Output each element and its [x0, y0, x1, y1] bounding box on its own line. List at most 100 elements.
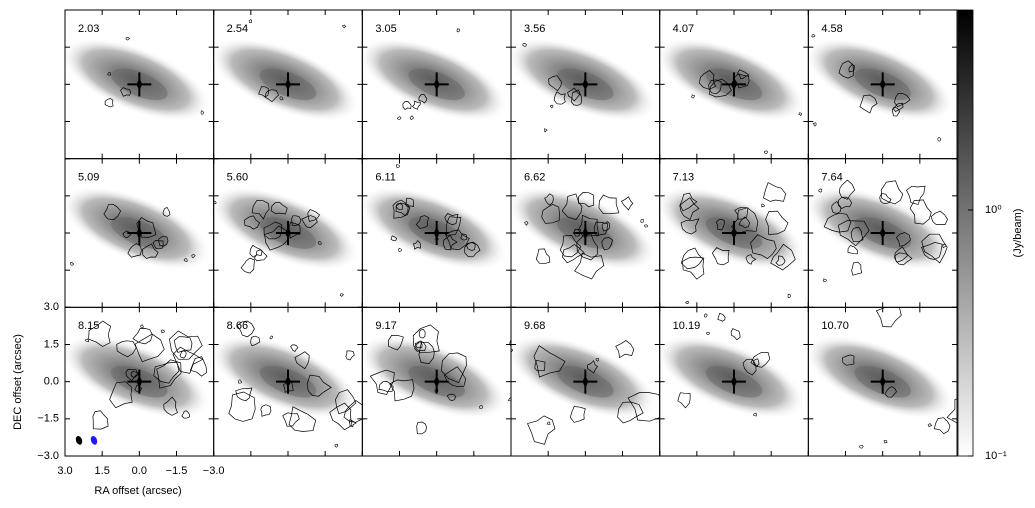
contour: [894, 93, 911, 108]
contour: [561, 193, 583, 221]
contour: [160, 329, 165, 334]
contour: [578, 192, 595, 208]
velocity-label: 6.11: [375, 172, 396, 184]
contour: [378, 381, 394, 393]
contour: [691, 94, 695, 99]
x-axis-label: RA offset (arcsec): [94, 485, 181, 497]
contour: [593, 221, 609, 237]
panel-content: [511, 334, 660, 445]
panel-content: [362, 28, 509, 122]
velocity-label: 6.62: [524, 172, 545, 184]
channel-panel: 4.07: [659, 9, 809, 160]
contour: [237, 379, 243, 384]
contour: [851, 261, 863, 276]
panel-content: [65, 37, 211, 122]
star-core: [433, 375, 440, 388]
contour: [764, 150, 768, 155]
channel-panel: 9.17: [361, 306, 512, 457]
contour: [909, 199, 932, 225]
velocity-label: 7.64: [821, 172, 842, 184]
x-tick-label: 3.0: [57, 465, 72, 477]
channel-panel: 2.03: [64, 9, 215, 160]
contour: [125, 37, 130, 41]
y-axis-label: DEC offset (arcsec): [12, 334, 24, 430]
contour: [466, 242, 476, 251]
contour: [730, 328, 741, 341]
contour: [831, 200, 842, 214]
contour: [130, 370, 140, 378]
contour: [270, 201, 288, 215]
contour: [677, 392, 691, 409]
contour: [125, 368, 138, 382]
contour: [567, 87, 581, 102]
contour: [122, 230, 132, 239]
contour: [576, 233, 598, 261]
contour: [445, 216, 462, 236]
contour: [181, 410, 190, 419]
contour: [264, 89, 280, 103]
contour: [288, 406, 317, 432]
contour: [679, 197, 700, 221]
contour: [775, 255, 786, 266]
contour: [290, 344, 299, 352]
colorbar-label: (Jy/beam): [1012, 209, 1024, 258]
contour: [92, 410, 109, 430]
contour: [894, 246, 909, 263]
colorbar-tick-label: 10⁻¹: [985, 450, 1007, 462]
contour: [847, 245, 858, 255]
contour: [174, 336, 193, 353]
contour: [88, 320, 112, 347]
contour: [574, 252, 605, 280]
contour: [301, 215, 318, 229]
contour: [745, 254, 757, 265]
colorbar-tick-label: 10⁰: [985, 204, 1002, 216]
x-tick-label: −3.0: [203, 465, 225, 477]
contour: [753, 413, 757, 417]
contour: [553, 91, 566, 105]
star-core: [285, 375, 292, 388]
contour: [598, 194, 620, 215]
star-core: [433, 78, 440, 91]
contour: [703, 313, 708, 318]
contour: [443, 234, 458, 251]
contour: [839, 179, 856, 200]
contour: [859, 445, 864, 449]
contour: [335, 389, 357, 415]
contour: [169, 330, 203, 360]
contour: [761, 203, 765, 208]
contour: [927, 422, 933, 428]
contour: [715, 218, 725, 231]
contour: [444, 213, 459, 226]
contour: [446, 393, 457, 401]
contour: [153, 361, 180, 384]
panel-content: [808, 34, 955, 142]
star-core: [285, 227, 292, 240]
contour: [811, 34, 816, 38]
contour: [213, 200, 217, 205]
velocity-label: 4.07: [673, 23, 694, 35]
channel-panel: 3.05: [361, 9, 512, 160]
contour: [200, 110, 205, 115]
contour: [543, 128, 548, 133]
contour: [294, 351, 310, 370]
contour: [535, 248, 551, 265]
contour: [706, 332, 710, 335]
velocity-label: 8.66: [227, 320, 248, 332]
star-core: [879, 227, 886, 240]
contour: [397, 116, 402, 120]
velocity-label: 3.05: [375, 23, 396, 35]
contour: [685, 300, 689, 305]
contour: [412, 324, 440, 354]
velocity-label: 9.68: [524, 320, 545, 332]
contour: [395, 163, 400, 168]
contour: [258, 86, 269, 98]
contour: [409, 115, 414, 120]
contour: [172, 346, 204, 374]
contour: [595, 358, 599, 362]
contour: [522, 43, 527, 47]
channel-panel: 5.09: [64, 158, 215, 308]
contour: [162, 207, 171, 217]
x-tick-label: 1.5: [95, 465, 110, 477]
contour: [116, 340, 137, 358]
contour: [711, 247, 730, 266]
